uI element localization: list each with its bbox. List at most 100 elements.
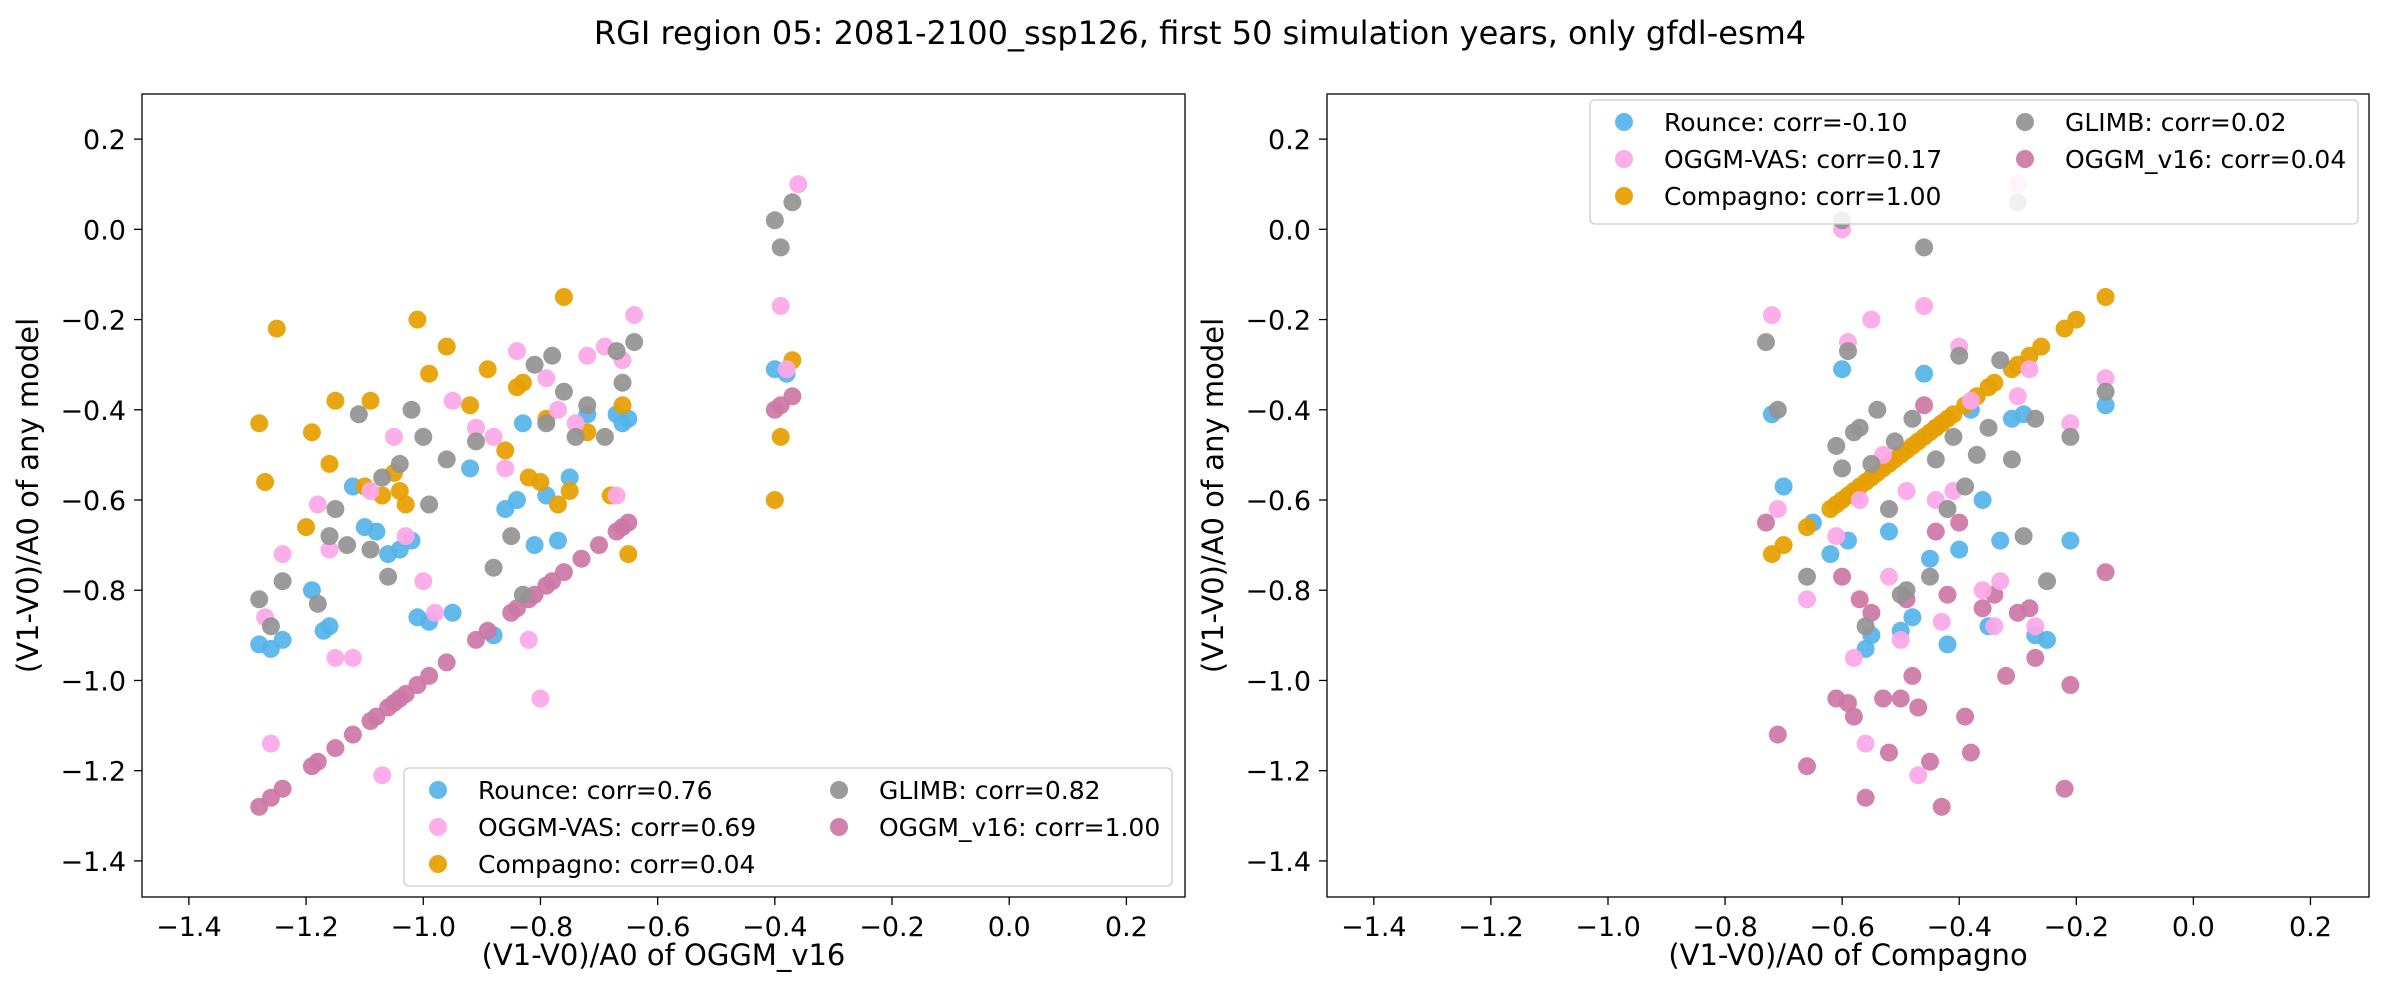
data-point xyxy=(613,373,632,392)
legend: Rounce: corr=0.76 OGGM-VAS: corr=0.69 Comp… xyxy=(403,767,1173,887)
data-point xyxy=(1827,436,1846,455)
y-tick-label: −1.0 xyxy=(60,666,126,697)
data-point xyxy=(326,500,345,518)
data-point xyxy=(789,175,808,194)
y-tick-label: −0.6 xyxy=(1245,486,1311,517)
data-point xyxy=(513,585,532,604)
data-point xyxy=(566,414,585,433)
data-point xyxy=(613,396,632,415)
legend-box xyxy=(1589,99,2359,225)
data-point xyxy=(343,648,362,667)
data-point xyxy=(379,567,398,586)
data-point xyxy=(2020,599,2039,618)
legend-item: OGGM-VAS: corr=0.69 xyxy=(429,813,756,842)
y-tick-label: −1.2 xyxy=(1245,757,1311,788)
legend-label: GLIMB: corr=0.82 xyxy=(879,776,1101,805)
data-point xyxy=(578,346,597,365)
data-point xyxy=(1891,630,1910,649)
data-point xyxy=(250,590,269,609)
data-point xyxy=(414,572,433,591)
data-point xyxy=(1862,310,1881,329)
data-point xyxy=(1938,635,1957,654)
y-axis-label: (V1-V0)/A0 of any model xyxy=(11,318,45,673)
y-tick-label: 0.0 xyxy=(83,215,126,246)
data-point xyxy=(373,766,392,785)
data-point xyxy=(343,725,362,744)
data-point xyxy=(2020,360,2039,379)
data-point xyxy=(1950,513,1969,532)
legend-marker xyxy=(1615,113,1633,131)
y-tick-label: −0.8 xyxy=(1245,576,1311,607)
y-axis-label: (V1-V0)/A0 of any model xyxy=(1196,318,1230,673)
data-point xyxy=(308,495,327,514)
x-axis-label: (V1-V0)/A0 of OGGM_v16 xyxy=(482,938,846,972)
data-point xyxy=(461,396,480,415)
data-point xyxy=(385,427,403,446)
data-point xyxy=(1774,536,1793,555)
x-tick-label: −1.2 xyxy=(1458,912,1524,943)
data-point xyxy=(361,540,380,559)
y-tick-label: 0.2 xyxy=(1268,125,1311,156)
data-point xyxy=(502,527,521,546)
data-point xyxy=(1950,346,1969,365)
data-point xyxy=(1868,400,1887,419)
y-tick-label: −1.4 xyxy=(60,847,126,878)
data-point xyxy=(1950,540,1969,559)
series-oggm-vas xyxy=(256,175,808,785)
data-point xyxy=(2014,527,2033,546)
series-compagno xyxy=(1762,288,2115,564)
data-point xyxy=(1985,373,2004,392)
x-tick-label: 0.2 xyxy=(2289,912,2332,943)
x-tick-label: 0.0 xyxy=(988,912,1031,943)
data-point xyxy=(297,518,316,537)
data-point xyxy=(273,545,292,564)
legend-item: Rounce: corr=0.76 xyxy=(429,776,713,805)
data-point xyxy=(1956,477,1975,496)
data-point xyxy=(273,630,292,649)
data-point xyxy=(402,400,421,419)
data-point xyxy=(1956,707,1975,726)
data-point xyxy=(1885,432,1904,451)
data-point xyxy=(1926,522,1945,541)
data-point xyxy=(1915,238,1934,257)
data-point xyxy=(607,342,626,361)
data-point xyxy=(1973,581,1992,600)
data-point xyxy=(2067,310,2086,329)
data-point xyxy=(478,360,497,379)
data-point xyxy=(2038,572,2056,591)
data-point xyxy=(531,689,550,708)
data-point xyxy=(1880,500,1898,518)
data-point xyxy=(1839,342,1857,361)
data-point xyxy=(437,653,456,672)
x-tick-label: −1.0 xyxy=(390,912,456,943)
x-tick-label: −0.4 xyxy=(742,912,808,943)
data-point xyxy=(1997,666,2016,685)
data-point xyxy=(1880,522,1898,541)
data-point xyxy=(2096,396,2115,415)
data-point xyxy=(549,531,567,550)
data-point xyxy=(1862,603,1881,622)
data-point xyxy=(478,621,497,640)
data-point xyxy=(519,630,538,649)
data-point xyxy=(543,346,562,365)
data-point xyxy=(484,427,503,446)
data-point xyxy=(1798,757,1816,776)
data-point xyxy=(1850,491,1869,509)
data-point xyxy=(554,288,573,306)
data-point xyxy=(1880,743,1898,762)
data-point xyxy=(1915,364,1934,383)
data-point xyxy=(2096,382,2115,401)
data-point xyxy=(408,310,427,329)
legend-marker xyxy=(830,818,848,836)
data-point xyxy=(1915,297,1934,315)
x-tick-label: −0.2 xyxy=(2044,912,2110,943)
data-point xyxy=(2055,779,2074,798)
data-point xyxy=(508,491,526,509)
data-point xyxy=(1938,500,1957,518)
data-point xyxy=(1844,707,1863,726)
data-point xyxy=(1768,400,1787,419)
data-point xyxy=(1839,694,1857,712)
data-point xyxy=(549,400,567,419)
data-point xyxy=(554,382,573,401)
